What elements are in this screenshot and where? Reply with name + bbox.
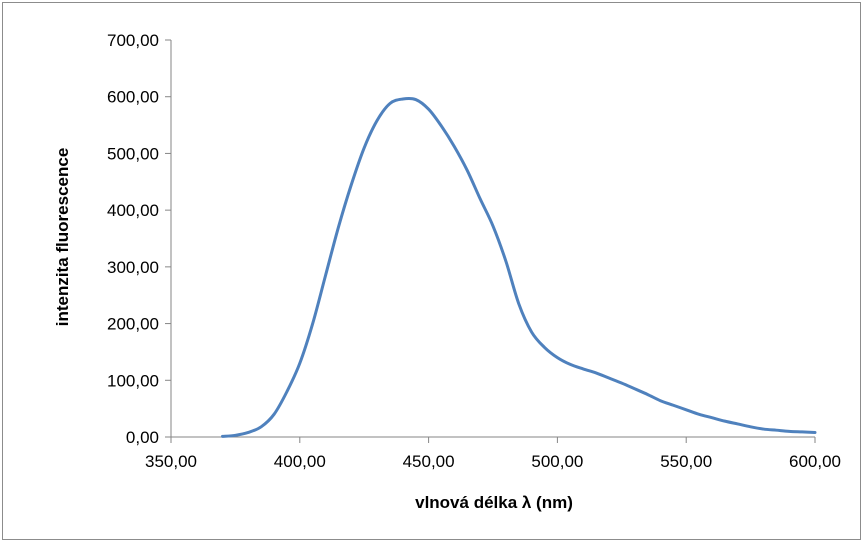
y-tick-label: 400,00 xyxy=(107,201,159,220)
x-tick-label: 550,00 xyxy=(660,452,712,471)
x-tick-label: 450,00 xyxy=(403,452,455,471)
x-tick-label: 500,00 xyxy=(531,452,583,471)
axes xyxy=(165,39,816,443)
y-tick-label: 200,00 xyxy=(107,315,159,334)
series-layer xyxy=(221,96,817,438)
y-tick-label: 0,00 xyxy=(126,428,159,447)
y-tick-label: 100,00 xyxy=(107,371,159,390)
y-tick-labels: 0,00 100,00 200,00 300,00 400,00 500,00 600,00… xyxy=(107,31,159,447)
x-tick-label: 600,00 xyxy=(789,452,841,471)
x-tick-label: 400,00 xyxy=(274,452,326,471)
y-tick-label: 300,00 xyxy=(107,258,159,277)
series-line xyxy=(221,96,817,438)
y-tick-label: 600,00 xyxy=(107,88,159,107)
x-axis-title: vlnová délka λ (nm) xyxy=(415,493,573,512)
y-tick-label: 500,00 xyxy=(107,144,159,163)
y-axis-title: intenzita fluorescence xyxy=(53,148,72,327)
x-tick-label: 350,00 xyxy=(145,452,197,471)
y-tick-label: 700,00 xyxy=(107,31,159,50)
x-tick-labels: 350,00 400,00 450,00 500,00 550,00 600,00 xyxy=(145,452,841,471)
